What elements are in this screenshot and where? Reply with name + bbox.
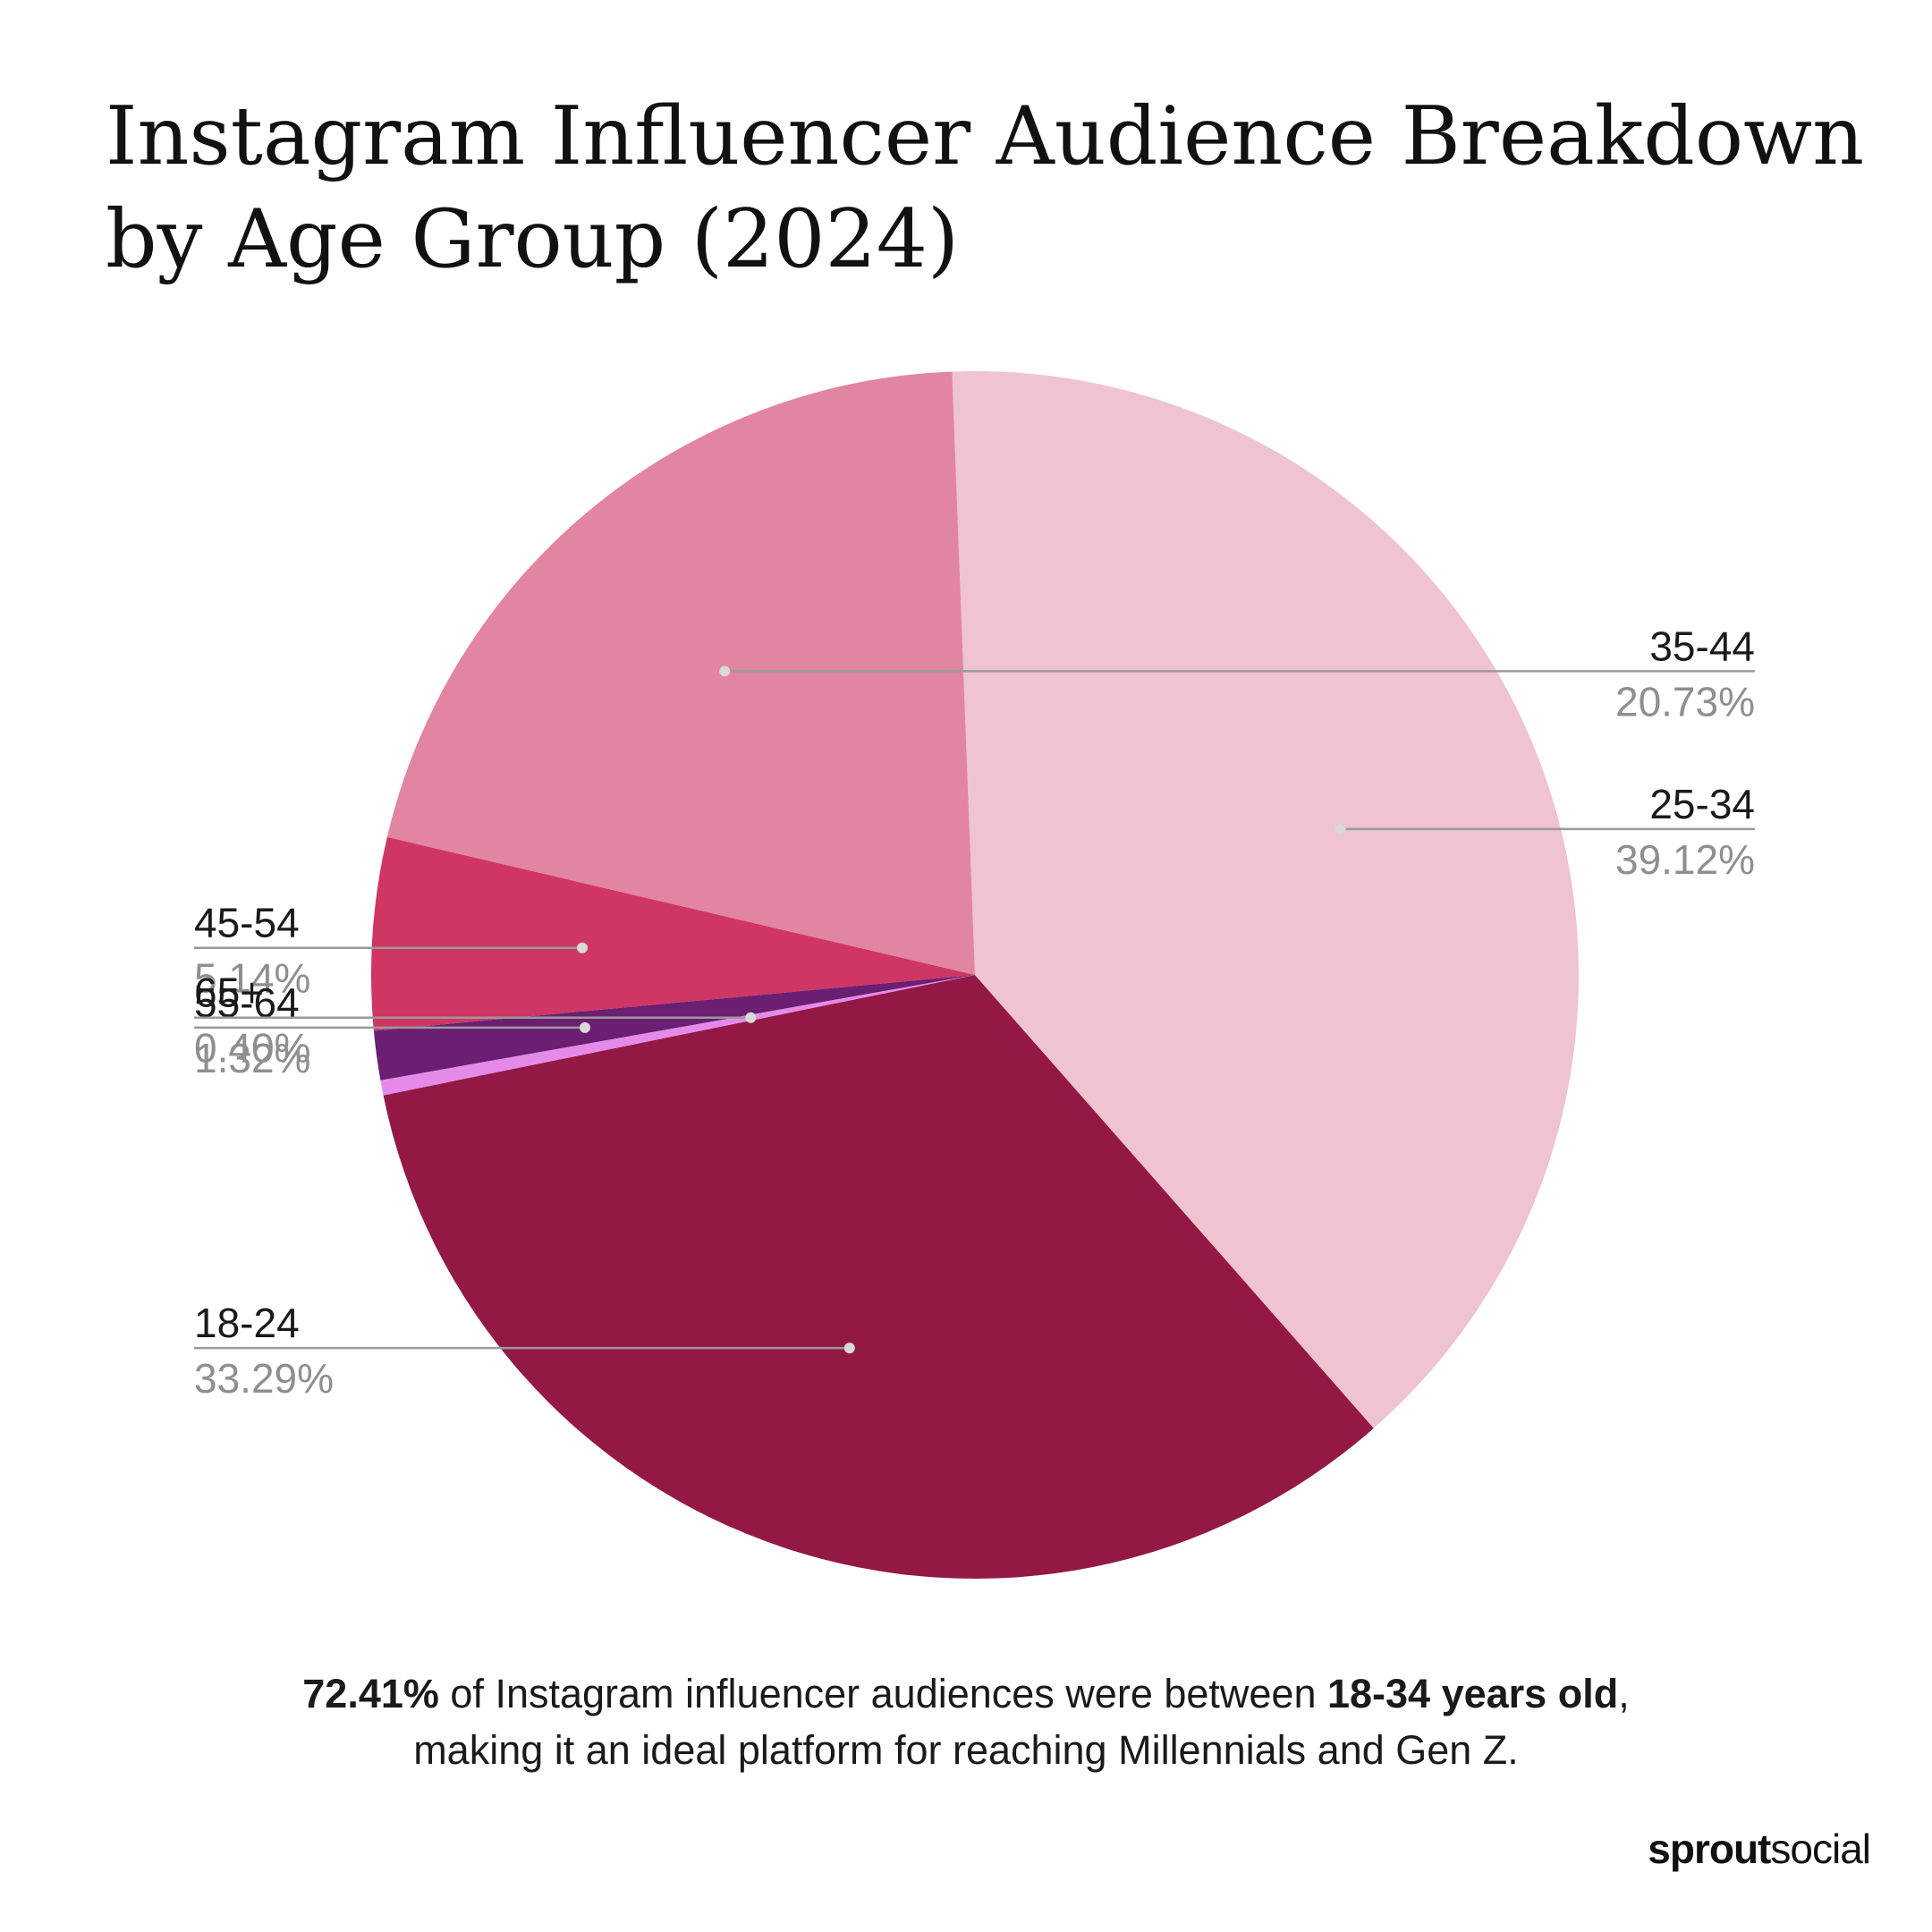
callout-dot-55-64 — [579, 1021, 590, 1033]
slice-value-25-34: 39.12% — [1615, 836, 1755, 883]
callout-dot-18-24 — [843, 1343, 855, 1354]
chart-title: Instagram Influencer Audience Breakdown … — [106, 89, 1865, 286]
slice-value-45-54: 5.14% — [194, 955, 310, 1002]
pie-slice-18-24 — [383, 975, 1374, 1579]
callout-dot-25-34 — [1335, 823, 1346, 835]
sproutsocial-logo: sproutsocial — [1648, 1826, 1871, 1872]
slice-label-18-24: 18-24 — [194, 1300, 300, 1346]
slice-label-65: 65+ — [194, 970, 264, 1016]
pie-slice-65 — [380, 975, 975, 1096]
slice-value-65: 0.40% — [194, 1025, 310, 1072]
chart-footnote: 72.41% of Instagram influencer audiences… — [0, 1665, 1932, 1778]
footnote-line-2: making it an ideal platform for reaching… — [413, 1727, 1519, 1773]
pie-callouts: 18-24 33.29% 25-34 39.12% 35-44 20.73% 45-54 5.… — [194, 623, 1755, 1402]
slice-label-25-34: 25-34 — [1649, 781, 1755, 827]
pie-slice-45-54 — [371, 836, 976, 1031]
pie-slices — [371, 371, 1579, 1579]
logo-text-social: social — [1770, 1826, 1871, 1872]
footnote-highlight-percent: 72.41% — [302, 1671, 439, 1716]
slice-value-35-44: 20.73% — [1615, 678, 1755, 724]
callout-dot-65 — [745, 1012, 757, 1023]
pie-slice-35-44 — [386, 371, 975, 976]
logo-text-sprout: sprout — [1648, 1826, 1771, 1872]
footnote-text-2: , — [1618, 1671, 1630, 1716]
pie-slice-55-64 — [373, 975, 975, 1080]
slice-label-35-44: 35-44 — [1649, 623, 1755, 669]
footnote-highlight-age: 18-34 years old — [1326, 1671, 1619, 1716]
footnote-text-1: of Instagram influencer audiences were b… — [438, 1671, 1327, 1716]
slice-value-18-24: 33.29% — [194, 1355, 334, 1402]
slice-value-55-64: 1.32% — [194, 1035, 310, 1081]
callout-dot-45-54 — [577, 942, 589, 953]
callout-dot-35-44 — [719, 665, 731, 677]
slice-label-45-54: 45-54 — [194, 900, 300, 946]
pie-slice-25-34 — [952, 371, 1579, 1428]
